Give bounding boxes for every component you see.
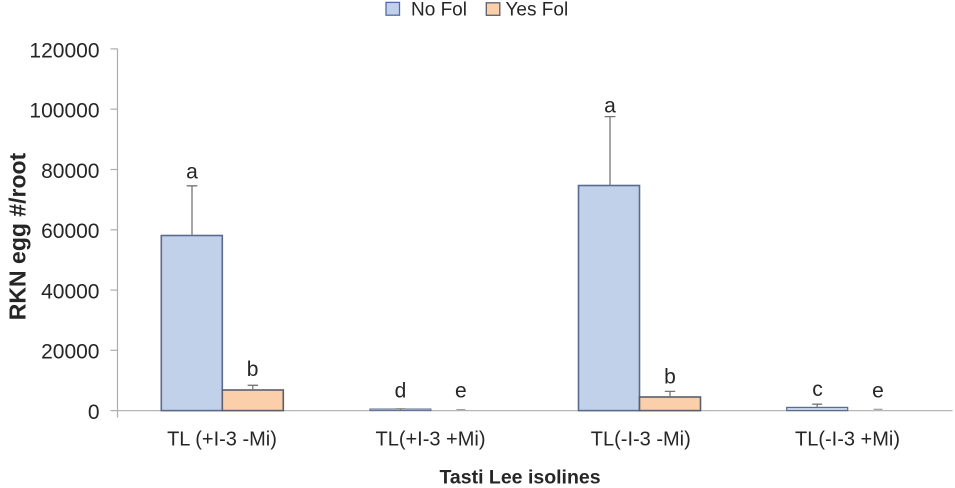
svg-text:TL(+I-3 +Mi): TL(+I-3 +Mi) (375, 429, 485, 451)
svg-text:TL(-I-3 +Mi): TL(-I-3 +Mi) (795, 429, 900, 451)
svg-text:a: a (186, 161, 198, 184)
svg-text:d: d (395, 379, 407, 402)
svg-text:a: a (604, 95, 616, 118)
svg-text:e: e (455, 379, 467, 402)
svg-text:40000: 40000 (41, 281, 99, 304)
svg-text:0: 0 (88, 401, 100, 424)
svg-text:b: b (247, 358, 259, 381)
svg-text:RKN egg #/root: RKN egg #/root (5, 152, 31, 320)
svg-text:20000: 20000 (41, 341, 99, 364)
svg-text:Yes Fol: Yes Fol (506, 0, 569, 21)
svg-text:80000: 80000 (41, 160, 99, 183)
svg-text:e: e (872, 380, 884, 403)
svg-text:No Fol: No Fol (411, 0, 467, 21)
svg-text:b: b (664, 365, 676, 388)
svg-text:TL (+I-3 -Mi): TL (+I-3 -Mi) (167, 429, 277, 451)
svg-text:100000: 100000 (29, 100, 99, 123)
svg-text:60000: 60000 (41, 220, 99, 243)
svg-text:Tasti Lee isolines: Tasti Lee isolines (439, 467, 600, 488)
svg-text:c: c (812, 378, 823, 401)
svg-text:TL(-I-3 -Mi): TL(-I-3 -Mi) (591, 429, 691, 451)
svg-text:120000: 120000 (29, 39, 99, 62)
